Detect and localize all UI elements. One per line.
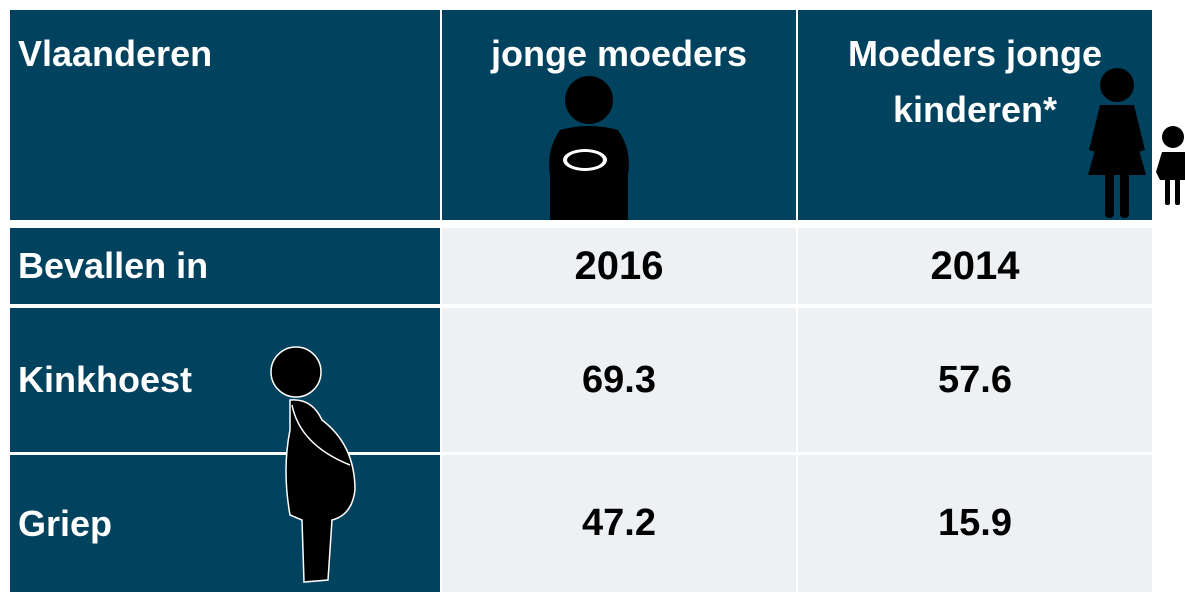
cell: 15.9 [798,455,1152,592]
cell: 2014 [798,228,1152,304]
row-label: Bevallen in [10,228,440,304]
row-label: Kinkhoest [10,308,440,452]
header-cell: jonge moeders [442,10,796,220]
child-icon [1156,126,1185,205]
cell: 69.3 [442,308,796,452]
cell: 2016 [442,228,796,304]
header-cell: Vlaanderen [10,10,440,220]
cell: 57.6 [798,308,1152,452]
cell: 47.2 [442,455,796,592]
header-cell: Moeders jonge kinderen* [798,10,1152,220]
row-label: Griep [10,455,440,592]
